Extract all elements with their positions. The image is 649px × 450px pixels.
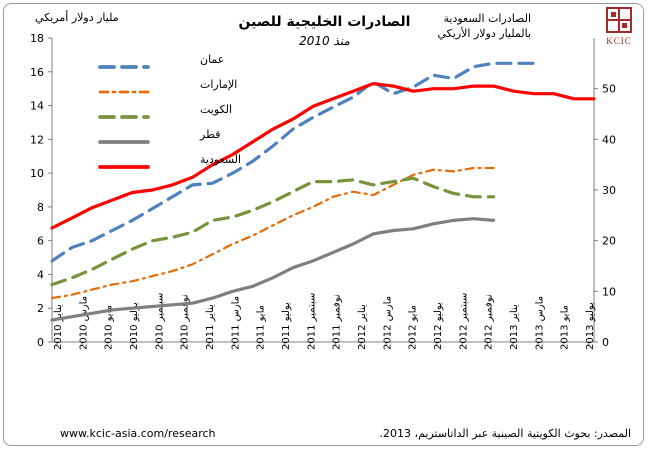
left-tick-label: 2 xyxy=(37,302,44,315)
svg-text:KCIC: KCIC xyxy=(606,36,632,46)
chart-frame xyxy=(3,3,644,446)
left-tick-label: 18 xyxy=(30,32,44,45)
right-tick-label: 20 xyxy=(602,235,616,248)
source-note: المصدر: بحوث الكويتية الصينية عبر الداتا… xyxy=(379,427,631,440)
x-tick-label: يناير 2011 xyxy=(205,304,216,350)
legend-label: الكويت xyxy=(200,103,232,116)
right-tick-label: 30 xyxy=(602,184,616,197)
right-axis-label-line2: بالمليار دولار الأريكي xyxy=(437,27,531,40)
left-tick-label: 0 xyxy=(37,336,44,349)
chart-title: الصادرات الخليجية للصين xyxy=(238,14,411,30)
left-tick-label: 10 xyxy=(30,167,44,180)
series-line-3 xyxy=(50,217,496,322)
x-tick-label: يوليو 2011 xyxy=(281,302,292,350)
left-tick-label: 12 xyxy=(30,133,44,146)
x-tick-label: يوليو 2010 xyxy=(129,302,140,350)
x-tick-label: يوليو 2013 xyxy=(585,302,596,350)
series-line-4 xyxy=(50,82,596,230)
series-line-2 xyxy=(50,176,496,287)
x-tick-label: يناير 2010 xyxy=(53,304,64,350)
x-tick-label: مارس 2013 xyxy=(534,296,545,350)
x-tick-label: يناير 2013 xyxy=(509,304,520,350)
left-tick-label: 8 xyxy=(37,201,44,214)
right-axis-label: الصادرات السعودية بالمليار دولار الأريكي xyxy=(438,11,531,41)
left-tick-label: 16 xyxy=(30,66,44,79)
left-tick-label: 14 xyxy=(30,100,44,113)
chart-subtitle: منذ 2010 xyxy=(299,34,350,48)
right-tick-label: 50 xyxy=(602,83,616,96)
legend-label: الإمارات xyxy=(200,78,237,91)
x-tick-label: مايو 2010 xyxy=(104,305,115,350)
left-tick-label: 6 xyxy=(37,235,44,248)
legend-label: عمان xyxy=(200,53,224,66)
x-tick-label: مارس 2011 xyxy=(230,296,241,350)
series-line-1 xyxy=(50,166,495,300)
x-tick-label: نوفمبر 2011 xyxy=(332,294,343,350)
website-link[interactable]: www.kcic-asia.com/research xyxy=(60,427,216,440)
x-tick-label: يناير 2012 xyxy=(357,304,368,350)
left-axis-label: مليار دولار أمريكي xyxy=(35,11,119,24)
x-tick-label: مايو 2012 xyxy=(408,305,419,350)
x-tick-label: نوفمبر 2012 xyxy=(484,294,495,350)
right-tick-label: 40 xyxy=(602,133,616,146)
kcic-logo: KCIC xyxy=(598,6,640,48)
x-tick-label: سبتمبر 2011 xyxy=(306,293,317,350)
x-tick-label: مايو 2013 xyxy=(560,305,571,350)
x-tick-label: سبتمبر 2012 xyxy=(458,293,469,350)
left-tick-label: 4 xyxy=(37,268,44,281)
right-axis-label-line1: الصادرات السعودية xyxy=(443,12,531,25)
legend-label: السعودية xyxy=(200,153,241,166)
x-tick-label: نوفمبر 2010 xyxy=(180,294,191,350)
x-tick-label: سبتمبر 2010 xyxy=(154,293,165,350)
legend-label: قطر xyxy=(199,128,220,141)
x-tick-label: مايو 2011 xyxy=(256,305,267,350)
right-tick-label: 0 xyxy=(602,336,609,349)
x-tick-label: يوليو 2012 xyxy=(433,302,444,350)
right-tick-label: 10 xyxy=(602,285,616,298)
series-line-0 xyxy=(50,61,536,263)
x-tick-label: مارس 2010 xyxy=(78,296,89,350)
x-tick-label: مارس 2012 xyxy=(382,296,393,350)
